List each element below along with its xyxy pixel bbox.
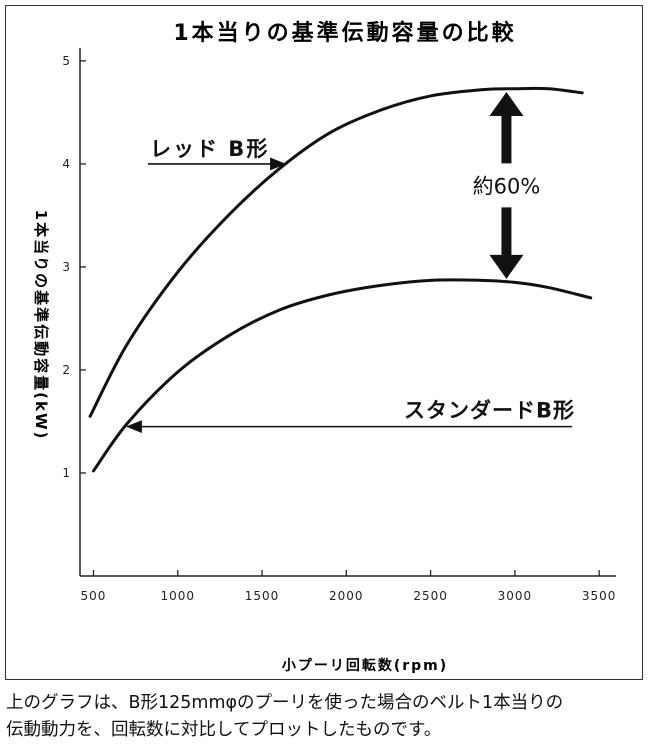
increase-label: 約60% — [473, 174, 541, 198]
x-tick-label: 3500 — [582, 589, 617, 603]
series-2-line — [91, 278, 593, 473]
chart-title: 1本当りの基準伝動容量の比較 — [173, 20, 516, 46]
series-1-line — [88, 86, 584, 418]
x-tick-label: 3000 — [498, 589, 533, 603]
y-tick-label: 4 — [62, 157, 70, 171]
caption-line: 上のグラフは、B形125mmφのプーリを使った場合のベルト1本当りの — [6, 693, 564, 713]
caption: 上のグラフは、B形125mmφのプーリを使った場合のベルト1本当りの 伝動動力を… — [6, 690, 646, 744]
x-tick-label: 2500 — [413, 589, 448, 603]
y-axis-label: 1本当りの基準伝動容量(kW) — [32, 210, 50, 441]
x-tick-label: 1000 — [160, 589, 195, 603]
x-tick-label: 1500 — [245, 589, 280, 603]
x-axis-label: 小プーリ回転数(rpm) — [282, 657, 448, 674]
label-red-b: レッド B形 — [150, 137, 269, 161]
increase-arrow-upper — [489, 91, 524, 164]
x-tick-label: 2000 — [329, 589, 364, 603]
chart-frame — [5, 5, 643, 680]
y-tick-label: 5 — [62, 54, 70, 68]
label-standard-b: スタンダードB形 — [404, 399, 575, 423]
y-tick-label: 1 — [62, 466, 70, 480]
y-tick-label: 2 — [62, 363, 70, 377]
x-tick-label: 500 — [81, 589, 107, 603]
caption-line: 伝動動力を、回転数に対比してプロットしたものです。 — [6, 720, 442, 740]
y-tick-label: 3 — [62, 260, 70, 274]
increase-arrow-lower — [489, 207, 524, 279]
chart: 1本当りの基準伝動容量の比較 1本当りの基準伝動容量(kW) 小プーリ回転数(r… — [32, 20, 617, 674]
